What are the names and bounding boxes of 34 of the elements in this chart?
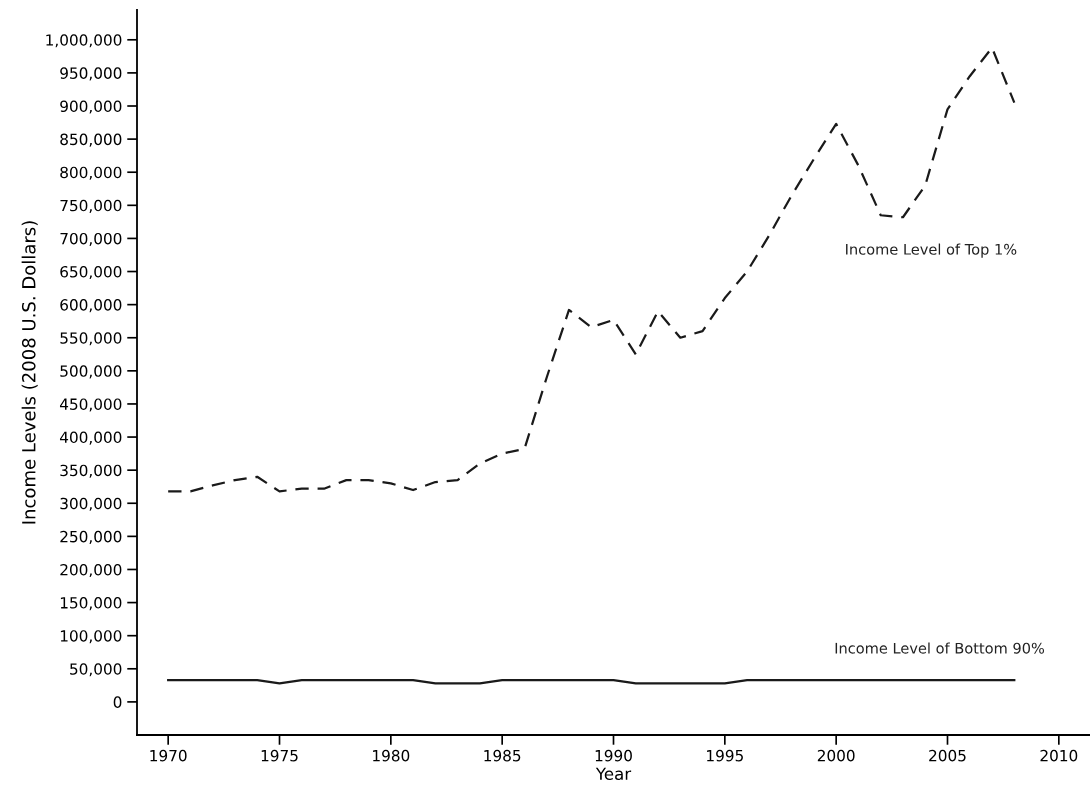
y-tick-label: 350,000: [60, 464, 122, 478]
y-tick-label: 50,000: [70, 663, 122, 677]
y-tick-label: 200,000: [60, 563, 122, 578]
y-tick-label: 400,000: [59, 431, 122, 445]
x-tick-label: 2005: [929, 749, 966, 762]
x-axis-title: Year: [595, 767, 632, 781]
text: Income Level of Top 1%: [846, 243, 1017, 258]
y-tick-label: 750,000: [60, 199, 122, 213]
y-tick-label: 950,000: [60, 67, 122, 81]
y-tick-label: 1,000,000: [46, 34, 122, 48]
x-tick-label: 1990: [595, 749, 632, 762]
y-tick-label: 450,000: [59, 398, 122, 412]
y-tick-label: 900,000: [60, 100, 122, 114]
y-tick-label: 850,000: [60, 133, 122, 147]
y-tick-label: 500,000: [60, 365, 122, 379]
x-tick-label: 2010: [1040, 749, 1078, 762]
series-label: Income Level of Bottom 90%: [835, 642, 1045, 654]
y-tick-label: 600,000: [60, 299, 122, 313]
x-tick-label: 1985: [484, 749, 521, 762]
y-axis-title: Income Levels (2008 U.S. Dollars): [21, 221, 38, 524]
y-tick-label: 700,000: [60, 232, 122, 247]
y-tick-label: 300,000: [60, 497, 122, 511]
x-tick-label: 1980: [373, 749, 410, 762]
y-tick-label: 800,000: [60, 166, 122, 180]
y-tick-label: 0: [113, 696, 122, 708]
x-tick-label: 1975: [261, 749, 298, 762]
x-tick-label: 1970: [150, 749, 187, 762]
y-tick-label: 550,000: [60, 332, 122, 346]
y-tick-label: 250,000: [60, 530, 122, 544]
y-tick-label: 650,000: [60, 266, 122, 280]
y-tick-label: 100,000: [60, 630, 122, 644]
x-tick-label: 2000: [817, 749, 855, 762]
y-tick-label: 150,000: [60, 597, 122, 611]
x-tick-label: 1995: [707, 749, 743, 762]
